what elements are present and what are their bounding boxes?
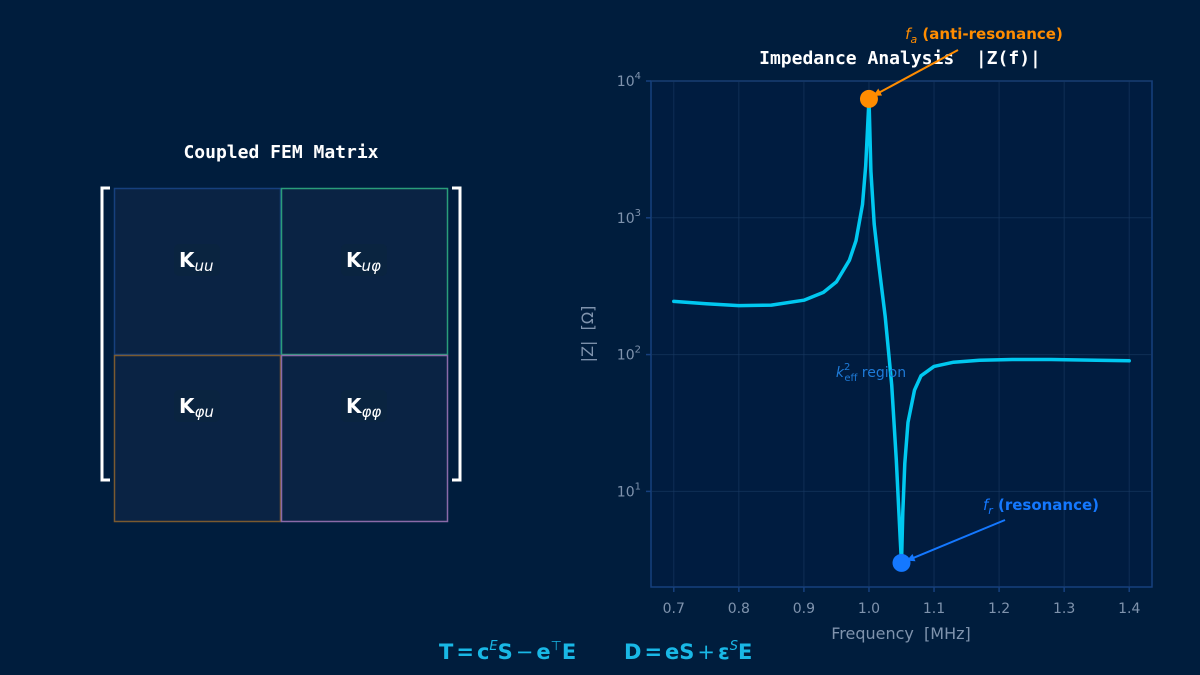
- constitutive-equations: T = cES − e⊤E D = eS + εSE: [439, 639, 752, 664]
- matrix-title: Coupled FEM Matrix: [183, 142, 378, 163]
- resonance-arrow: [906, 519, 1006, 562]
- matrix-panel: Coupled FEM Matrix Kuu Kuφ Kφu Kφφ: [100, 142, 462, 523]
- svg-text:Kuu: Kuu: [179, 248, 214, 275]
- svg-text:Kφu: Kφu: [179, 394, 214, 421]
- matrix-left-bracket: [100, 186, 110, 482]
- x-tick-label: 1.1: [923, 601, 945, 617]
- y-tick-label: 104: [617, 71, 641, 90]
- x-tick-label: 1.4: [1118, 601, 1140, 617]
- anti-resonance-arrow: [873, 49, 959, 96]
- block-label-kphiu: Kφu: [174, 390, 220, 422]
- matrix-block: [280, 354, 449, 523]
- matrix-right-bracket: [452, 186, 462, 482]
- chart-title: Impedance Analysis |Z(f)|: [759, 48, 1041, 69]
- resonance-label: fr (resonance): [983, 496, 1099, 517]
- x-tick-label: 0.9: [793, 601, 815, 617]
- block-label-kphiphi: Kφφ: [341, 390, 387, 422]
- anti-resonance-point: [859, 89, 878, 108]
- y-axis-label: |Z| [Ω]: [578, 306, 597, 363]
- x-tick-label: 1.2: [988, 601, 1010, 617]
- x-tick-label: 0.8: [728, 601, 750, 617]
- resonance-point: [892, 553, 911, 572]
- y-tick-label: 102: [617, 345, 641, 364]
- anti-resonance-label: fa (anti-resonance): [905, 25, 1063, 46]
- svg-text:Kφφ: Kφφ: [346, 394, 381, 421]
- impedance-chart: Impedance Analysis |Z(f)| 0.7 0.8 0.9 1.0 1.…: [578, 25, 1153, 643]
- matrix-cells: [113, 187, 449, 523]
- x-tick-label: 1.0: [858, 601, 880, 617]
- x-tick-label: 0.7: [663, 601, 685, 617]
- grid: [651, 80, 1152, 587]
- y-axis-ticks: 101 102 103 104: [617, 71, 651, 500]
- keff-region-label: k2 eff region: [836, 362, 906, 384]
- x-tick-label: 1.3: [1053, 601, 1075, 617]
- y-tick-label: 103: [617, 208, 641, 227]
- block-label-kuphi: Kuφ: [341, 244, 387, 276]
- displacement-equation: D = eS + εSE: [624, 639, 752, 664]
- block-label-kuu: Kuu: [174, 244, 220, 276]
- stress-equation: T = cES − e⊤E: [439, 639, 576, 664]
- x-axis-label: Frequency [MHz]: [831, 624, 971, 643]
- y-tick-label: 101: [617, 481, 641, 500]
- svg-text:Kuφ: Kuφ: [346, 248, 381, 275]
- impedance-curve: [672, 97, 1131, 565]
- matrix-block: [113, 354, 282, 523]
- x-axis-ticks: 0.7 0.8 0.9 1.0 1.1 1.2 1.3 1.4: [663, 587, 1140, 617]
